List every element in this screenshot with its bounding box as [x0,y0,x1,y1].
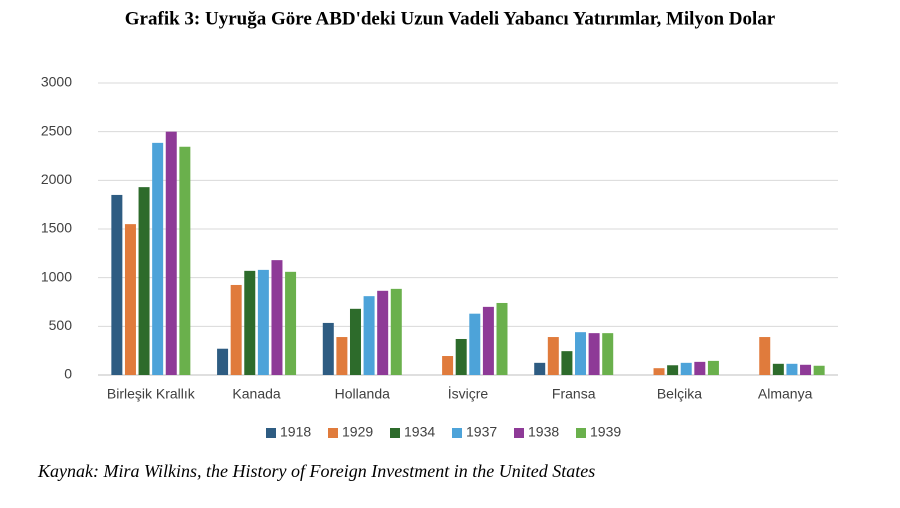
bar [561,351,573,375]
bar [349,308,361,375]
bar [653,368,665,375]
y-tick-label: 0 [64,366,72,382]
bar [390,288,402,375]
y-tick-label: 2000 [41,171,72,187]
bar [217,348,229,375]
legend-swatch [514,428,524,438]
legend-label: 1918 [280,424,311,440]
bar [575,332,587,375]
bar [759,337,771,375]
bar [469,313,481,375]
bar [363,296,375,375]
bar [322,322,334,375]
bar [257,269,269,375]
chart-title: Grafik 3: Uyruğa Göre ABD'deki Uzun Vade… [125,8,776,29]
bar [455,338,467,375]
x-tick-label: Fransa [552,386,596,402]
bar [680,362,692,375]
bar [230,284,242,375]
y-tick-label: 1000 [41,268,72,284]
y-tick-label: 500 [49,317,73,333]
bar [442,356,454,375]
x-tick-label: İsviçre [448,385,489,402]
bar [786,363,798,375]
bar [271,260,283,375]
bar [165,131,177,375]
legend-swatch [576,428,586,438]
bar [285,271,297,375]
legend-label: 1934 [404,424,435,440]
bar [482,306,494,375]
legend-swatch [390,428,400,438]
bar [694,361,706,375]
legend-label: 1939 [590,424,621,440]
legend-swatch [452,428,462,438]
y-tick-label: 2500 [41,122,72,138]
bar [667,365,679,375]
x-tick-label: Hollanda [335,386,390,402]
bar [138,187,150,375]
y-tick-label: 1500 [41,220,72,236]
bar [111,194,123,375]
y-tick-label: 3000 [41,74,72,90]
legend-label: 1929 [342,424,373,440]
bar [496,302,508,375]
x-tick-label: Birleşik Krallık [107,386,196,402]
bar [547,337,559,375]
bar [124,224,136,375]
bar [772,363,784,375]
x-tick-label: Almanya [758,386,813,402]
legend-label: 1937 [466,424,497,440]
bar [707,360,719,375]
bar [813,365,825,375]
bar [377,290,389,375]
legend-label: 1938 [528,424,559,440]
legend-swatch [266,428,276,438]
bar [602,333,614,375]
legend-swatch [328,428,338,438]
bar [800,364,812,375]
bar [152,142,164,375]
source-note: Kaynak: Mira Wilkins, the History of For… [37,461,595,481]
x-tick-label: Kanada [232,386,280,402]
bar [588,333,600,375]
bar [244,270,256,375]
x-tick-label: Belçika [657,386,702,402]
bar [179,146,191,375]
bar [534,362,546,375]
bar [336,337,348,375]
